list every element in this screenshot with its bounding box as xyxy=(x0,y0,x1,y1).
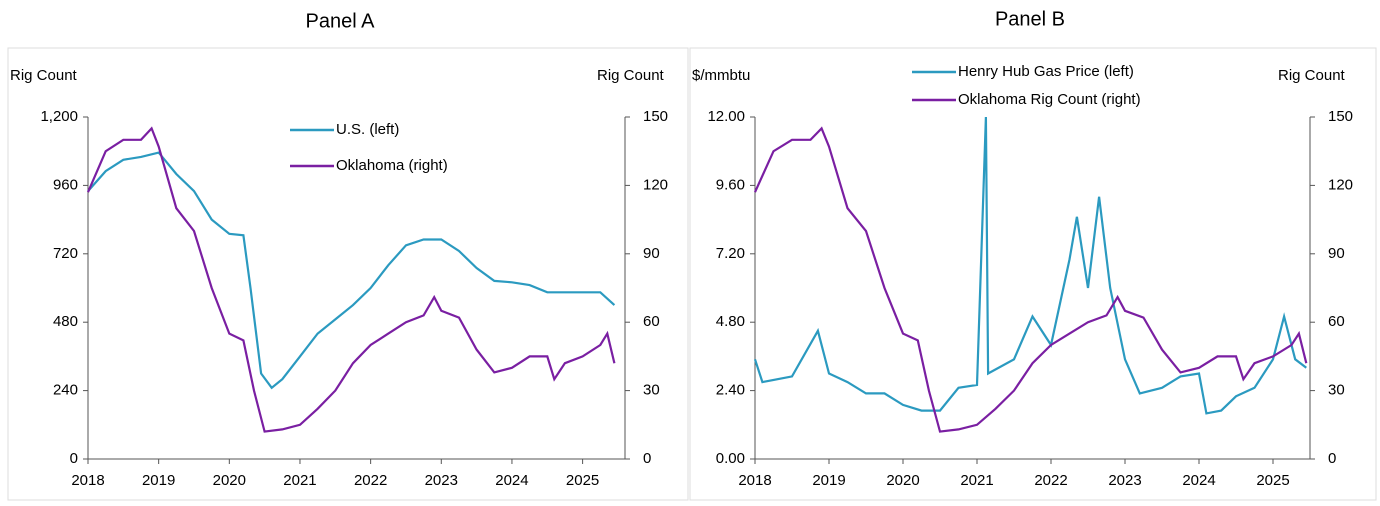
data-line xyxy=(86,126,616,433)
x-tick-label: 2020 xyxy=(886,472,919,489)
legend-label: U.S. (left) xyxy=(336,121,399,138)
y-tick-label: 4.80 xyxy=(716,313,745,330)
data-line xyxy=(753,116,1307,415)
chart-title: Panel A xyxy=(306,10,376,32)
y2-axis-label: Rig Count xyxy=(1278,67,1346,84)
y2-tick-label: 0 xyxy=(1328,450,1336,467)
y2-tick-label: 90 xyxy=(643,245,660,262)
data-line xyxy=(753,126,1308,433)
y-tick-label: 12.00 xyxy=(707,108,745,125)
y-tick-label: 720 xyxy=(53,245,78,262)
x-tick-label: 2018 xyxy=(738,472,771,489)
chart-title: Panel B xyxy=(995,8,1065,30)
legend-label: Henry Hub Gas Price (left) xyxy=(958,63,1134,80)
x-tick-label: 2024 xyxy=(1182,472,1215,489)
x-tick-label: 2024 xyxy=(495,472,528,489)
y-tick-label: 7.20 xyxy=(716,245,745,262)
x-tick-label: 2021 xyxy=(960,472,993,489)
panel-frame xyxy=(7,47,689,501)
y2-tick-label: 30 xyxy=(1328,382,1345,399)
x-tick-label: 2023 xyxy=(1108,472,1141,489)
y-axis-label: $/mmbtu xyxy=(692,67,750,84)
y-tick-label: 240 xyxy=(53,382,78,399)
data-line xyxy=(87,151,616,390)
y2-axis-label: Rig Count xyxy=(597,67,665,84)
y2-tick-label: 60 xyxy=(1328,313,1345,330)
x-tick-label: 2019 xyxy=(812,472,845,489)
y2-tick-label: 150 xyxy=(643,108,668,125)
panel-frame xyxy=(689,47,1377,501)
x-tick-label: 2020 xyxy=(213,472,246,489)
x-tick-label: 2023 xyxy=(425,472,458,489)
x-tick-label: 2018 xyxy=(71,472,104,489)
y-tick-label: 9.60 xyxy=(716,176,745,193)
y-tick-label: 0.00 xyxy=(716,450,745,467)
y2-tick-label: 120 xyxy=(643,176,668,193)
y2-tick-label: 60 xyxy=(643,313,660,330)
y-tick-label: 0 xyxy=(70,450,78,467)
x-tick-label: 2022 xyxy=(354,472,387,489)
legend-label: Oklahoma (right) xyxy=(336,157,448,174)
y-tick-label: 480 xyxy=(53,313,78,330)
x-tick-label: 2025 xyxy=(566,472,599,489)
y2-tick-label: 150 xyxy=(1328,108,1353,125)
x-tick-label: 2022 xyxy=(1034,472,1067,489)
x-tick-label: 2025 xyxy=(1256,472,1289,489)
y2-tick-label: 90 xyxy=(1328,245,1345,262)
legend-label: Oklahoma Rig Count (right) xyxy=(958,91,1141,108)
y2-tick-label: 0 xyxy=(643,450,651,467)
y2-tick-label: 30 xyxy=(643,382,660,399)
y2-tick-label: 120 xyxy=(1328,176,1353,193)
y-tick-label: 1,200 xyxy=(40,108,78,125)
y-tick-label: 2.40 xyxy=(716,382,745,399)
x-tick-label: 2019 xyxy=(142,472,175,489)
y-tick-label: 960 xyxy=(53,176,78,193)
x-tick-label: 2021 xyxy=(283,472,316,489)
y-axis-label: Rig Count xyxy=(10,67,78,84)
